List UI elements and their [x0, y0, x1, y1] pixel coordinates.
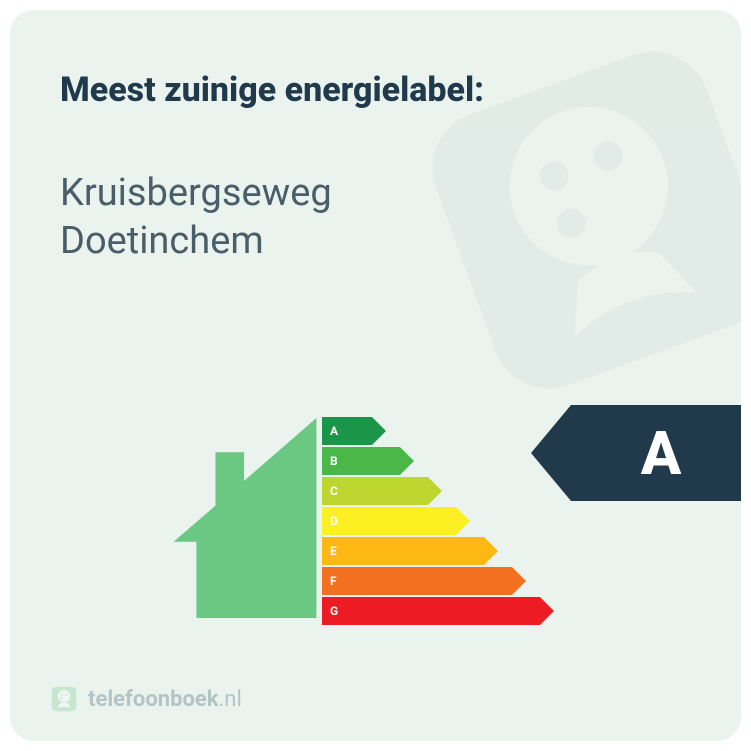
energy-bar-a: A	[322, 416, 554, 446]
address-city: Doetinchem	[60, 219, 264, 263]
energy-bar-f: F	[322, 566, 554, 596]
bar-label: B	[330, 454, 338, 468]
bar-label: G	[330, 604, 338, 618]
energy-bar-b: B	[322, 446, 554, 476]
badge-body: A	[571, 405, 741, 501]
bar-label: A	[330, 424, 338, 438]
address-street: Kruisbergseweg	[60, 171, 332, 215]
bar-label: D	[330, 514, 338, 528]
footer-brand-name: telefoonboek	[88, 687, 219, 712]
energy-bars: A B C D E F G	[322, 416, 554, 626]
footer-tld: .nl	[219, 687, 242, 712]
energy-bar-g: G	[322, 596, 554, 626]
footer-text: telefoonboek.nl	[88, 687, 242, 712]
footer-logo: telefoonboek.nl	[50, 685, 242, 713]
energy-bar-e: E	[322, 536, 554, 566]
energy-bar-d: D	[322, 506, 554, 536]
badge-letter: A	[641, 418, 682, 489]
bar-label: F	[330, 574, 337, 588]
energy-label-card: Meest zuinige energielabel: Kruisbergsew…	[10, 10, 741, 741]
house-icon	[170, 418, 320, 618]
bar-label: C	[330, 484, 338, 498]
telefoonboek-icon	[50, 685, 78, 713]
bar-label: E	[330, 544, 337, 558]
energy-rating-badge: A	[531, 405, 741, 501]
badge-arrow-tip	[531, 405, 571, 501]
energy-bar-c: C	[322, 476, 554, 506]
